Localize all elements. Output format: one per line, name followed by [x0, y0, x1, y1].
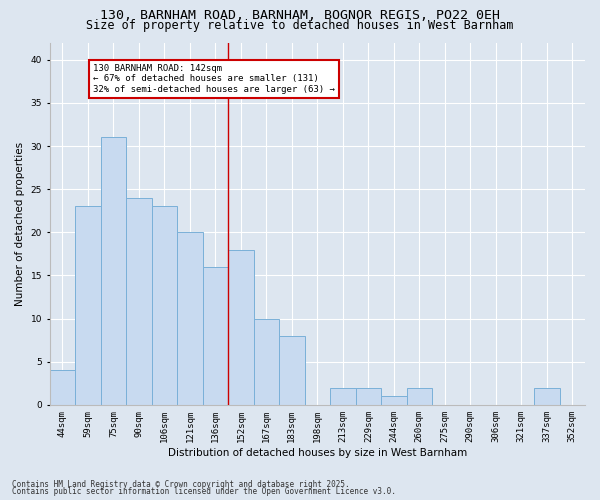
Text: 130, BARNHAM ROAD, BARNHAM, BOGNOR REGIS, PO22 0EH: 130, BARNHAM ROAD, BARNHAM, BOGNOR REGIS… — [100, 9, 500, 22]
Text: Size of property relative to detached houses in West Barnham: Size of property relative to detached ho… — [86, 19, 514, 32]
Bar — [75, 206, 101, 405]
Bar — [534, 388, 560, 405]
Bar — [407, 388, 432, 405]
Bar — [254, 318, 279, 405]
Y-axis label: Number of detached properties: Number of detached properties — [15, 142, 25, 306]
Bar — [203, 267, 228, 405]
X-axis label: Distribution of detached houses by size in West Barnham: Distribution of detached houses by size … — [168, 448, 467, 458]
Bar — [330, 388, 356, 405]
Text: 130 BARNHAM ROAD: 142sqm
← 67% of detached houses are smaller (131)
32% of semi-: 130 BARNHAM ROAD: 142sqm ← 67% of detach… — [93, 64, 335, 94]
Bar — [152, 206, 177, 405]
Text: Contains public sector information licensed under the Open Government Licence v3: Contains public sector information licen… — [12, 488, 396, 496]
Bar — [279, 336, 305, 405]
Bar — [126, 198, 152, 405]
Bar — [228, 250, 254, 405]
Bar — [101, 138, 126, 405]
Text: Contains HM Land Registry data © Crown copyright and database right 2025.: Contains HM Land Registry data © Crown c… — [12, 480, 350, 489]
Bar — [50, 370, 75, 405]
Bar — [177, 232, 203, 405]
Bar — [356, 388, 381, 405]
Bar — [381, 396, 407, 405]
